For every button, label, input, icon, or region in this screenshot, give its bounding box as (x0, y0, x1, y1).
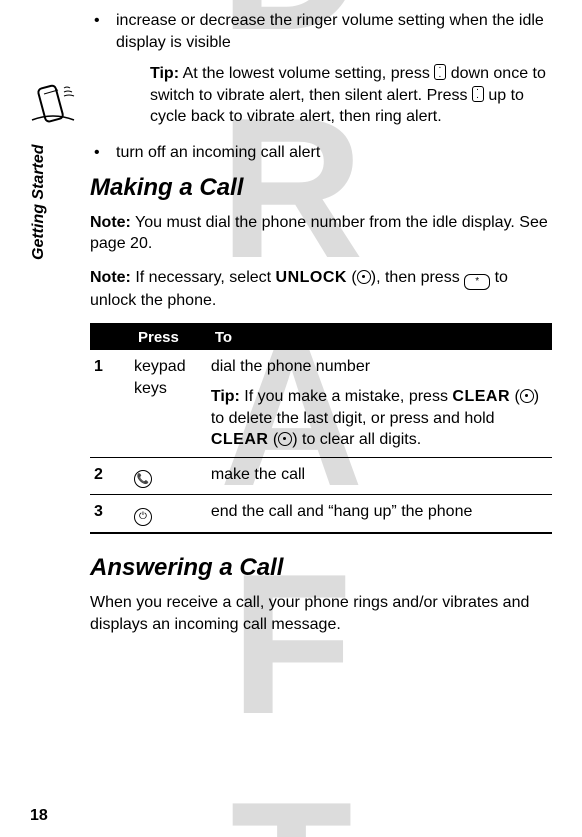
bullet-text: turn off an incoming call alert (116, 142, 320, 164)
lcd-unlock: UNLOCK (276, 269, 347, 286)
softkey-icon (357, 270, 371, 284)
step-to: end the call and “hang up” the phone (207, 495, 552, 533)
end-key-icon: ⏻ (134, 508, 152, 526)
softkey-icon (520, 389, 534, 403)
bullet-item: • turn off an incoming call alert (90, 142, 552, 164)
table-header-press: Press (130, 324, 207, 350)
step-to: make the call (207, 457, 552, 495)
step-number: 1 (90, 350, 130, 457)
table-row: 3 ⏻ end the call and “hang up” the phone (90, 495, 552, 533)
step-to-line1: dial the phone number (211, 356, 544, 378)
note-post1: ), then press (371, 269, 464, 286)
tip-block: Tip: At the lowest volume setting, press… (150, 63, 552, 128)
tip-label: Tip: (211, 388, 240, 405)
bullet-dot: • (90, 142, 116, 164)
tip-b: ( (510, 388, 520, 405)
answer-paragraph: When you receive a call, your phone ring… (90, 592, 552, 635)
steps-table: Press To 1 keypad keys dial the phone nu… (90, 323, 552, 534)
step-press: keypad keys (130, 350, 207, 457)
step-press: 📞 (130, 457, 207, 495)
page-content: • increase or decrease the ringer volume… (0, 0, 582, 635)
tip-a: If you make a mistake, press (240, 388, 453, 405)
note-mid: ( (347, 269, 357, 286)
note-text: You must dial the phone number from the … (90, 214, 548, 253)
heading-answering-call: Answering a Call (90, 554, 552, 582)
heading-making-call: Making a Call (90, 174, 552, 202)
tip-d: ( (268, 431, 278, 448)
table-header-blank (90, 324, 130, 350)
tip-label: Tip: (150, 65, 179, 82)
lcd-clear: CLEAR (452, 388, 510, 405)
nav-key-icon (472, 86, 484, 102)
star-key-icon: * (464, 274, 490, 290)
step-number: 2 (90, 457, 130, 495)
softkey-icon (278, 432, 292, 446)
note-paragraph: Note: If necessary, select UNLOCK ( ), th… (90, 267, 552, 312)
step-number: 3 (90, 495, 130, 533)
tip-text-a: At the lowest volume setting, press (179, 65, 434, 82)
step-press: ⏻ (130, 495, 207, 533)
note-paragraph: Note: You must dial the phone number fro… (90, 212, 552, 255)
bullet-item: • increase or decrease the ringer volume… (90, 10, 552, 53)
lcd-clear: CLEAR (211, 431, 269, 448)
note-label: Note: (90, 214, 131, 231)
bullet-dot: • (90, 10, 116, 53)
bullet-text: increase or decrease the ringer volume s… (116, 10, 552, 53)
note-label: Note: (90, 269, 131, 286)
call-key-icon: 📞 (134, 470, 152, 488)
nav-key-icon (434, 64, 446, 80)
page-number: 18 (30, 807, 48, 825)
step-to: dial the phone number Tip: If you make a… (207, 350, 552, 457)
note-pre: If necessary, select (131, 269, 276, 286)
table-row: 1 keypad keys dial the phone number Tip:… (90, 350, 552, 457)
tip-e: ) to clear all digits. (292, 431, 421, 448)
table-header-to: To (207, 324, 552, 350)
table-row: 2 📞 make the call (90, 457, 552, 495)
